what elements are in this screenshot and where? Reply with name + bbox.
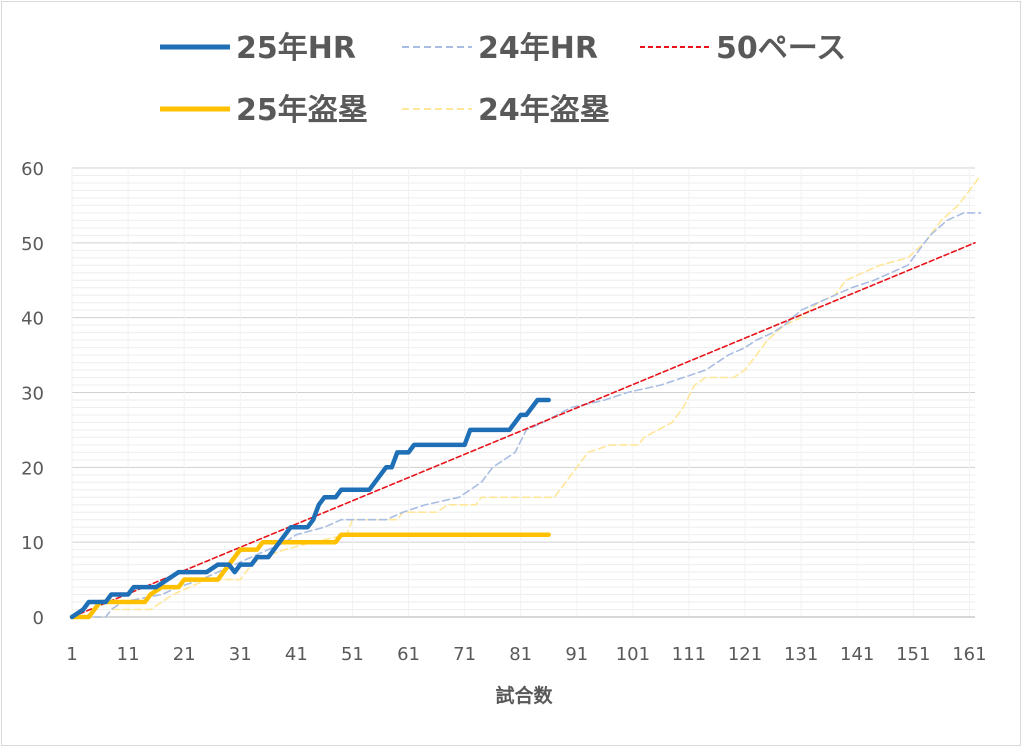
x-tick-label: 51 — [341, 644, 364, 665]
y-axis-tick-labels: 0 10 20 30 40 50 60 — [21, 159, 44, 629]
x-tick-label: 121 — [728, 644, 762, 665]
legend-label: 50ペース — [716, 31, 846, 66]
legend-label: 25年盗塁 — [236, 93, 368, 128]
series-line — [69, 532, 551, 620]
x-tick-label: 11 — [117, 644, 140, 665]
x-tick-label: 91 — [565, 644, 588, 665]
y-tick-label: 10 — [21, 533, 44, 554]
x-tick-label: 131 — [784, 644, 818, 665]
x-tick-label: 81 — [509, 644, 532, 665]
x-tick-label: 101 — [616, 644, 650, 665]
x-tick-label: 161 — [952, 644, 986, 665]
y-tick-label: 60 — [21, 159, 44, 180]
plot-lines — [69, 174, 982, 620]
y-tick-label: 20 — [21, 458, 44, 479]
legend: 25年HR 24年HR 50ペース 25年盗塁 24年盗塁 — [160, 31, 846, 128]
y-tick-label: 30 — [21, 384, 44, 405]
x-tick-label: 31 — [229, 644, 252, 665]
x-tick-label: 71 — [453, 644, 476, 665]
series-line — [71, 242, 976, 618]
legend-label: 24年HR — [478, 31, 598, 66]
x-tick-label: 41 — [285, 644, 308, 665]
x-tick-label: 1 — [66, 644, 77, 665]
legend-label: 25年HR — [236, 31, 356, 66]
series-line — [71, 174, 982, 618]
legend-label: 24年盗塁 — [478, 93, 610, 128]
gridlines — [71, 167, 975, 618]
x-axis-tick-labels: 1 11 21 31 41 51 61 71 81 91 101 111 121 131 141 151 161 — [66, 644, 986, 665]
x-tick-label: 151 — [896, 644, 930, 665]
x-tick-label: 21 — [173, 644, 196, 665]
x-tick-label: 111 — [672, 644, 706, 665]
x-axis-title: 試合数 — [495, 684, 553, 707]
x-tick-label: 61 — [397, 644, 420, 665]
y-tick-label: 40 — [21, 309, 44, 330]
series-line — [69, 397, 551, 620]
x-tick-label: 141 — [840, 644, 874, 665]
y-tick-label: 0 — [33, 608, 44, 629]
y-tick-label: 50 — [21, 234, 44, 255]
